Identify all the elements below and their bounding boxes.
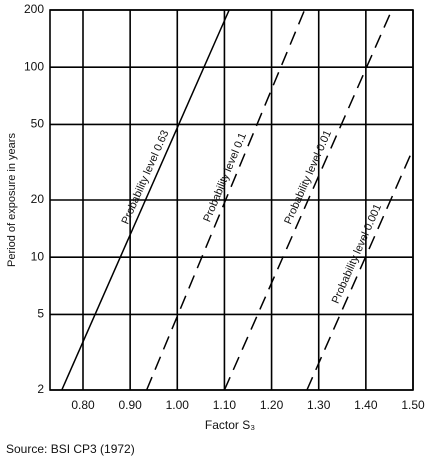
source: Source: BSI CP3 (1972) — [6, 442, 135, 456]
y-tick-label: 2 — [37, 382, 44, 396]
series-label: Probability level 0.63 — [120, 128, 172, 226]
series-line — [61, 9, 230, 391]
y-tick-label: 20 — [31, 192, 45, 206]
x-tick-label: 0.90 — [118, 398, 142, 412]
y-tick-label: 50 — [31, 117, 45, 131]
x-tick-label: 1.30 — [307, 398, 331, 412]
series-line — [145, 9, 306, 391]
y-tick-label: 5 — [37, 307, 44, 321]
plot-frame — [49, 9, 414, 391]
y-tick-label: 10 — [31, 249, 45, 263]
x-axis-title: Factor S₃ — [205, 418, 255, 432]
x-tick-label: 1.00 — [166, 398, 190, 412]
x-tick-label: 0.80 — [71, 398, 95, 412]
y-tick-label: 200 — [24, 2, 44, 16]
series-label: Probability level 0.01 — [282, 128, 334, 226]
series-line — [306, 148, 414, 391]
x-tick-label: 1.10 — [213, 398, 237, 412]
series-label: Probability level 0.001 — [330, 202, 384, 305]
y-tick-label: 100 — [24, 59, 44, 73]
series-line — [223, 9, 393, 391]
x-tick-label: 1.40 — [354, 398, 378, 412]
y-axis-title: Period of exposure in years — [6, 133, 18, 267]
x-tick-label: 1.20 — [260, 398, 284, 412]
x-tick-label: 1.50 — [401, 398, 425, 412]
